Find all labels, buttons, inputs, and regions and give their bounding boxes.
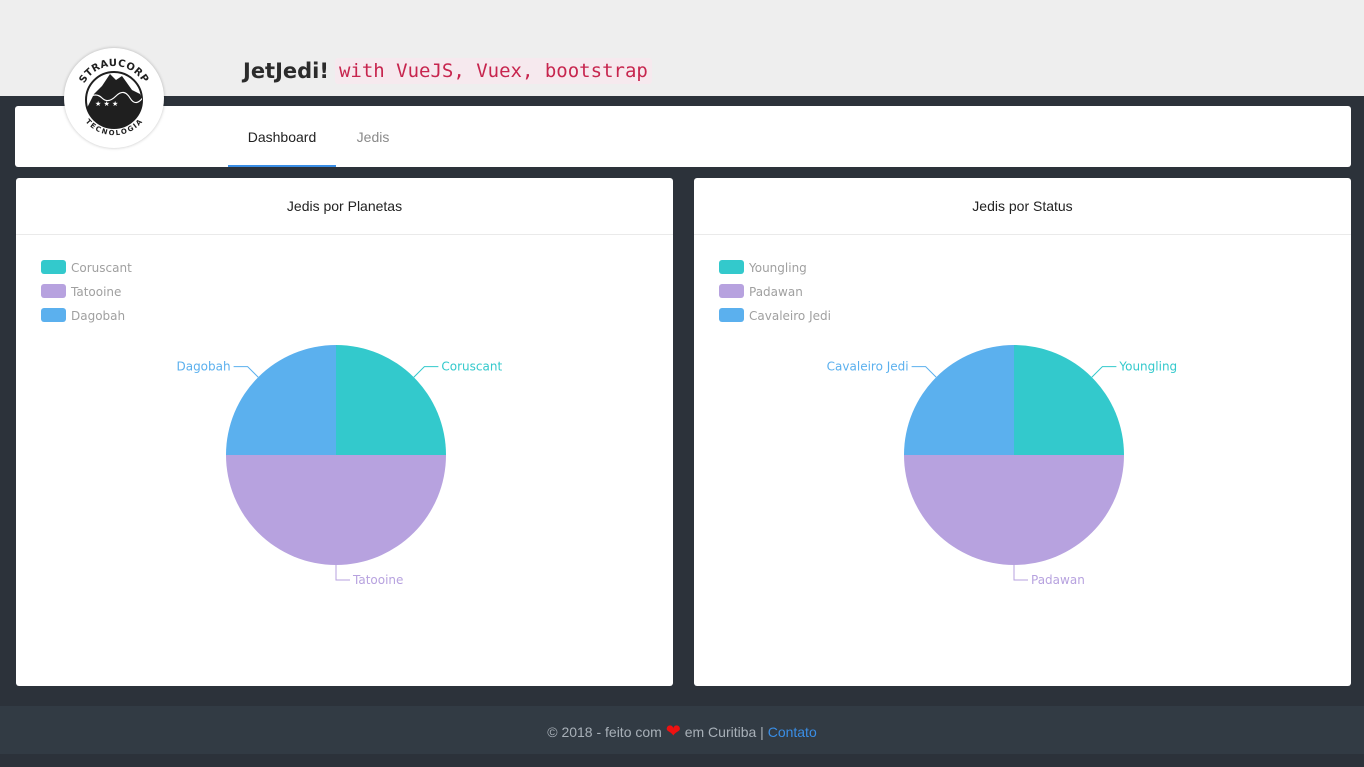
legend-label[interactable]: Tatooine <box>70 285 121 299</box>
footer-prefix: © 2018 - feito com <box>547 724 662 740</box>
legend-label[interactable]: Youngling <box>748 261 807 275</box>
pie-chart-status: Youngling Padawan Cavaleiro Jedi Youngling P… <box>719 260 1177 587</box>
svg-text:★ ★ ★: ★ ★ ★ <box>95 100 118 108</box>
slice-leader-line <box>335 565 350 581</box>
chart-card-status: Jedis por Status Youngling Padawan Cavalei… <box>694 178 1351 686</box>
slice-leader-line <box>1013 565 1028 581</box>
pie-slice[interactable] <box>226 455 446 565</box>
slice-label: Padawan <box>1031 573 1085 587</box>
legend-label[interactable]: Coruscant <box>71 261 132 275</box>
legend-swatch[interactable] <box>41 260 66 274</box>
chart-card-planetas: Jedis por Planetas Coruscant Tatooine Dago… <box>16 178 673 686</box>
legend-label[interactable]: Dagobah <box>71 309 125 323</box>
tab-jedis[interactable]: Jedis <box>356 129 390 145</box>
slice-leader-line <box>1091 366 1117 378</box>
legend-swatch[interactable] <box>41 284 66 298</box>
chart-card-title: Jedis por Status <box>694 178 1351 235</box>
heart-icon: ❤ <box>665 721 681 741</box>
nav-bar: Dashboard Jedis <box>15 106 1351 167</box>
top-bar: JetJedi! with VueJS, Vuex, bootstrap <box>0 0 1364 96</box>
slice-label: Youngling <box>1118 360 1177 374</box>
pie-slice[interactable] <box>336 345 446 455</box>
slice-label: Dagobah <box>176 360 230 374</box>
slice-leader-line <box>413 366 439 378</box>
logo-emblem: ★ ★ ★ STRAUCORP TECNOLOGIA <box>77 58 150 137</box>
slice-label: Tatooine <box>352 573 403 587</box>
tech-stack-code: with VueJS, Vuex, bootstrap <box>334 58 652 84</box>
straucorp-logo[interactable]: ★ ★ ★ STRAUCORP TECNOLOGIA <box>64 48 164 148</box>
legend-swatch[interactable] <box>719 308 744 322</box>
pie-slice[interactable] <box>1014 345 1124 455</box>
footer: © 2018 - feito com ❤ em Curitiba | Conta… <box>0 706 1364 754</box>
legend-swatch[interactable] <box>719 260 744 274</box>
slice-label: Coruscant <box>441 360 502 374</box>
slice-leader-line <box>233 366 259 378</box>
legend-label[interactable]: Padawan <box>749 285 803 299</box>
footer-suffix: em Curitiba | <box>684 724 764 740</box>
pie-slice[interactable] <box>904 455 1124 565</box>
slice-leader-line <box>911 366 937 378</box>
contato-link[interactable]: Contato <box>767 724 817 740</box>
tab-dashboard[interactable]: Dashboard <box>228 106 336 167</box>
slice-label: Cavaleiro Jedi <box>827 360 909 374</box>
pie-chart-planetas: Coruscant Tatooine Dagobah Coruscant Tatooin… <box>41 260 502 587</box>
chart-card-title: Jedis por Planetas <box>16 178 673 235</box>
page-title: JetJedi! with VueJS, Vuex, bootstrap <box>243 58 652 84</box>
pie-slice[interactable] <box>904 345 1014 455</box>
legend-swatch[interactable] <box>719 284 744 298</box>
legend-swatch[interactable] <box>41 308 66 322</box>
pie-slice[interactable] <box>226 345 336 455</box>
legend-label[interactable]: Cavaleiro Jedi <box>749 309 831 323</box>
app-title: JetJedi! <box>243 59 329 83</box>
